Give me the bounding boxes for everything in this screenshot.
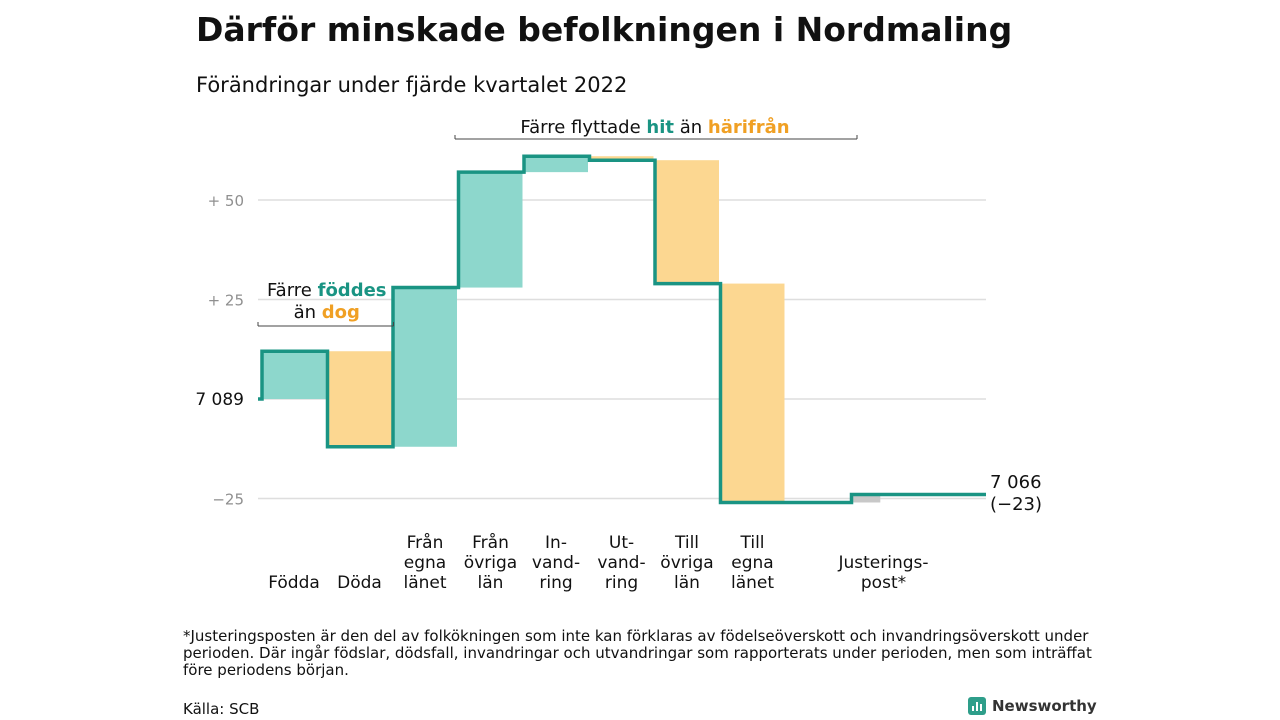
x-category-label: ring — [605, 573, 638, 593]
annotation-moves: Färre flyttade hit än härifrån — [520, 116, 789, 138]
annotation-text: än — [674, 117, 708, 138]
x-category-label: Till — [739, 533, 764, 553]
annotation-text: än — [294, 302, 322, 323]
annotation-emphasis: härifrån — [708, 116, 790, 138]
x-category-label: Döda — [337, 573, 382, 593]
y-tick-label: −25 — [212, 491, 244, 509]
x-category-label: ring — [539, 573, 572, 593]
annotation-emphasis: föddes — [318, 280, 387, 301]
chart-subtitle: Förändringar under fjärde kvartalet 2022 — [196, 73, 628, 97]
x-category-label: övriga — [464, 553, 517, 573]
x-category-label: Från — [407, 532, 444, 553]
x-category-label: Justerings- — [837, 553, 928, 573]
waterfall-bar — [655, 160, 719, 284]
y-tick-label: + 25 — [208, 292, 244, 310]
waterfall-bar — [851, 494, 881, 503]
bar-chart-logo-icon — [968, 697, 986, 715]
source-credit: Källa: SCB — [183, 700, 260, 718]
end-value-label: 7 066 — [990, 472, 1042, 493]
waterfall-bar — [393, 287, 457, 447]
x-category-label: länet — [731, 573, 774, 593]
annotation-births-line1: Färre föddes — [267, 280, 387, 301]
x-category-label: Från — [472, 532, 509, 553]
waterfall-bar — [262, 351, 326, 399]
footnote: *Justeringsposten är den del av folkökni… — [183, 627, 1092, 679]
annotation-births-line2: än dog — [294, 302, 360, 323]
waterfall-bar — [458, 172, 523, 288]
x-category-label: Till — [674, 533, 699, 553]
annotation-emphasis: hit — [646, 117, 674, 138]
x-category-label: vand- — [532, 553, 580, 573]
x-category-label: länet — [403, 573, 446, 593]
end-change-label: (−23) — [990, 494, 1042, 515]
brand-name: Newsworthy — [992, 697, 1097, 715]
annotation-emphasis: dog — [322, 302, 360, 323]
cumulative-step-line — [258, 154, 986, 505]
waterfall-bar — [327, 351, 392, 447]
chart-title: Därför minskade befolkningen i Nordmalin… — [196, 10, 1013, 49]
x-category-label: egna — [731, 553, 773, 573]
waterfall-bar — [720, 283, 785, 503]
x-category-label: län — [674, 573, 700, 593]
x-category-label: övriga — [660, 553, 713, 573]
start-value-label: 7 089 — [195, 390, 244, 410]
x-category-label: egna — [404, 553, 446, 573]
x-category-label: vand- — [597, 553, 645, 573]
y-tick-label: + 50 — [208, 192, 244, 210]
waterfall-bar — [524, 156, 588, 173]
waterfall-bar — [589, 156, 654, 161]
annotation-text: Färre — [267, 280, 318, 301]
x-category-label: Födda — [268, 573, 320, 593]
brand-logo: Newsworthy — [968, 697, 1097, 715]
x-category-label: län — [478, 573, 504, 593]
x-category-label: In- — [545, 533, 567, 553]
annotation-text: Färre flyttade — [520, 117, 646, 138]
x-category-label: Ut- — [609, 533, 634, 553]
x-category-label: post* — [861, 573, 906, 593]
waterfall-chart: + 50+ 257 089−257 066(−23)Födda DödaFråne… — [195, 116, 1042, 593]
